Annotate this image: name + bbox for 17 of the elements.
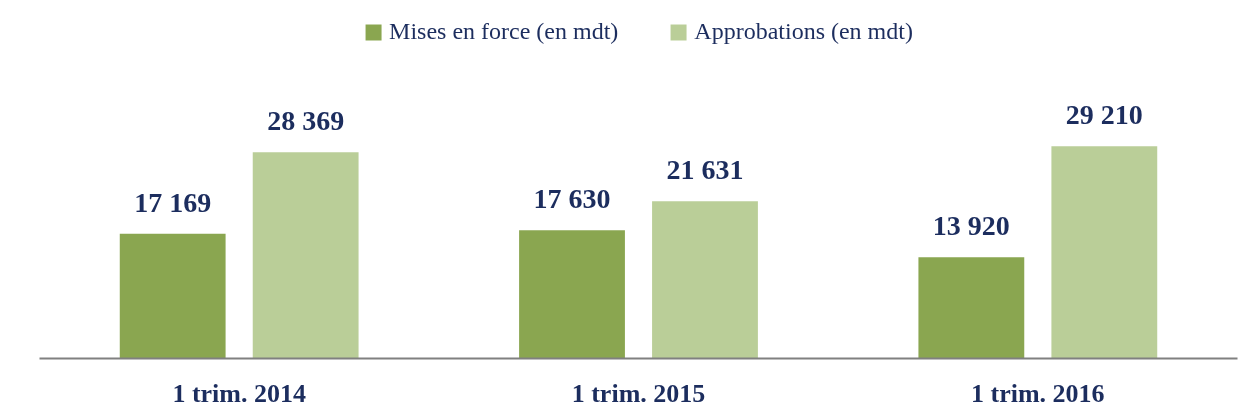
bar <box>119 233 226 359</box>
legend-label: Mises en force (en mdt) <box>389 18 619 45</box>
legend-label: Approbations (en mdt) <box>694 18 913 45</box>
data-label: 17 630 <box>533 183 611 215</box>
bar <box>1051 146 1158 359</box>
bar <box>252 152 359 359</box>
x-tick-label: 1 trim. 2014 <box>172 378 306 408</box>
data-label: 21 631 <box>666 154 744 186</box>
data-label: 13 920 <box>932 210 1010 242</box>
bar <box>519 230 625 359</box>
bar <box>652 201 758 359</box>
x-tick-label: 1 trim. 2016 <box>971 378 1105 408</box>
data-label: 17 169 <box>134 186 212 218</box>
x-tick-label: 1 trim. 2015 <box>571 378 706 408</box>
data-label: 28 369 <box>267 105 345 137</box>
data-label: 29 210 <box>1065 99 1143 131</box>
bar <box>918 257 1025 359</box>
